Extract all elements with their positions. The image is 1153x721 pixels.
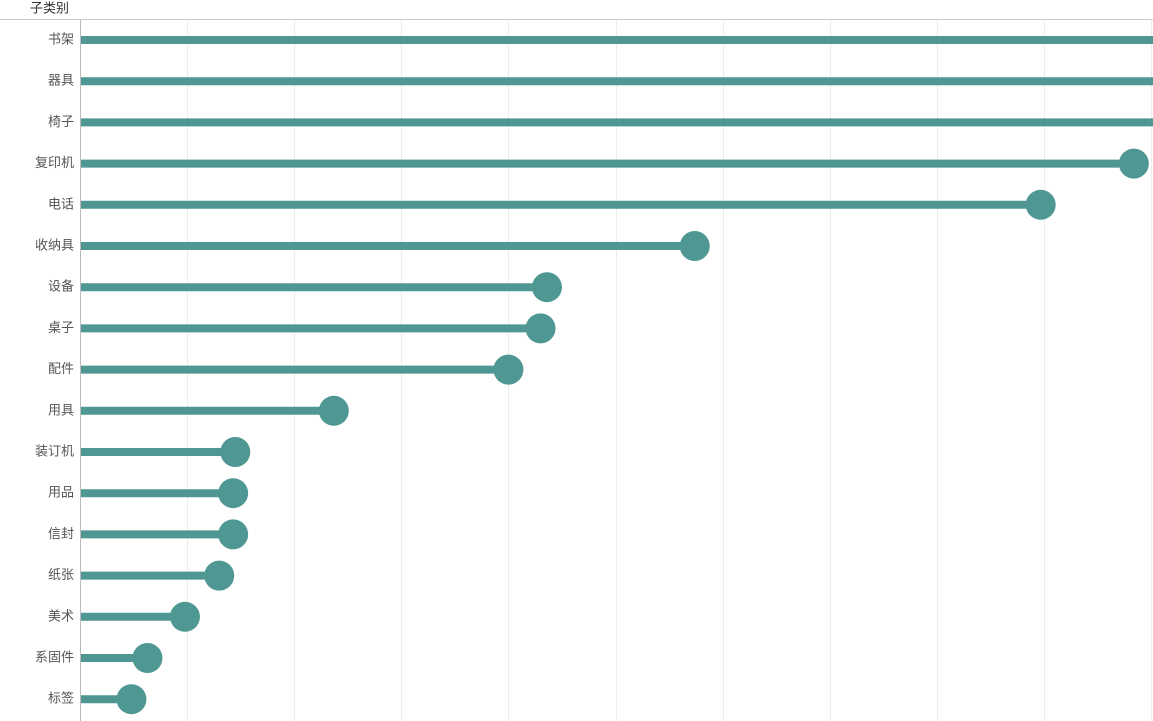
dot (1025, 189, 1056, 220)
y-tick-label: 用品 (48, 486, 74, 501)
dot (318, 395, 349, 426)
y-tick-label: 美术 (48, 609, 74, 624)
y-tick-label: 收纳具 (35, 239, 74, 254)
dot (493, 354, 524, 385)
y-tick-label: 复印机 (35, 156, 74, 171)
dot (204, 560, 235, 591)
axis-title: 子类别 (30, 2, 69, 17)
dot (218, 478, 249, 509)
y-tick-label: 信封 (48, 527, 74, 542)
y-tick-label: 用具 (48, 403, 74, 418)
y-tick-label: 设备 (48, 279, 74, 295)
y-tick-label: 系固件 (35, 651, 74, 666)
dot (679, 231, 710, 261)
y-tick-label: 桌子 (48, 321, 74, 336)
y-tick-label: 纸张 (48, 568, 74, 583)
dot (531, 272, 562, 303)
dot (169, 601, 200, 632)
dot (116, 684, 147, 715)
dot (132, 643, 163, 673)
y-tick-label: 椅子 (48, 115, 74, 130)
y-tick-label: 标签 (48, 691, 74, 707)
marks (80, 36, 1153, 715)
y-tick-label: 装订机 (35, 445, 74, 460)
dot (220, 437, 251, 467)
y-tick-label: 配件 (48, 362, 74, 377)
y-tick-label: 电话 (48, 197, 74, 212)
y-tick-label: 器具 (48, 74, 74, 89)
dot (525, 313, 556, 344)
y-tick-label: 书架 (48, 33, 74, 48)
dot (218, 519, 249, 550)
dot (1118, 148, 1149, 179)
